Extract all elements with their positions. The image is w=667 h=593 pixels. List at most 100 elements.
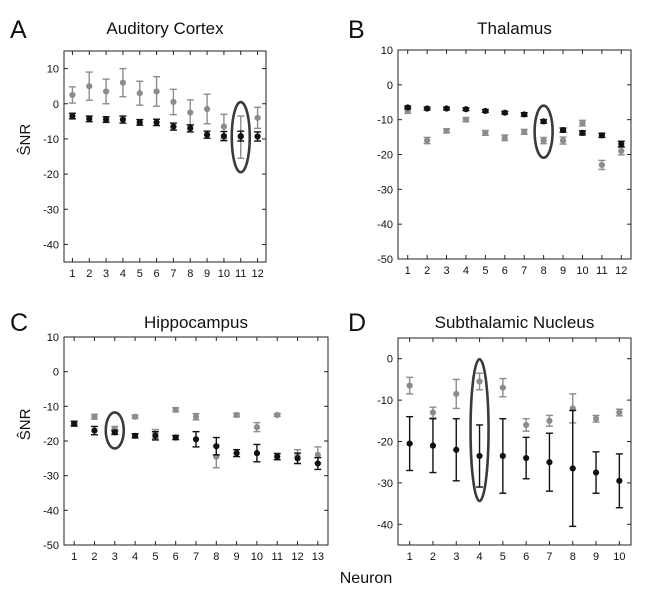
data-point — [598, 161, 605, 169]
x-tick-label: 1 — [71, 551, 77, 563]
data-point — [172, 406, 179, 413]
y-tick-label: -40 — [43, 239, 59, 251]
panel-d: D Subthalamic Nucleus 0 -10 -20 -30 -40 1 2 3 4 5 6 7… — [348, 309, 632, 563]
data-point — [253, 424, 261, 431]
data-point — [102, 88, 110, 95]
data-point — [253, 450, 261, 457]
x-tick-label: 5 — [482, 265, 488, 277]
data-point — [102, 116, 110, 123]
data-point — [540, 137, 547, 144]
data-point — [443, 105, 450, 112]
data-point — [69, 91, 76, 99]
y-axis-label: ŜNR — [17, 124, 34, 156]
panel-title: Thalamus — [477, 19, 552, 38]
data-point — [153, 119, 160, 126]
data-point — [499, 384, 506, 391]
data-point — [119, 79, 127, 86]
data-point — [119, 116, 127, 123]
data-point — [482, 107, 489, 115]
series-dark — [68, 112, 262, 142]
x-tick-label: 4 — [476, 551, 482, 563]
data-point — [213, 443, 220, 450]
data-point — [237, 133, 244, 140]
data-point — [462, 106, 470, 113]
x-tick-label: 7 — [521, 265, 527, 277]
data-point — [404, 104, 411, 111]
x-tick-label: 5 — [500, 551, 506, 563]
highlight-ellipse — [469, 357, 490, 503]
data-point — [546, 459, 553, 466]
y-tick-label: -20 — [377, 150, 393, 162]
data-point — [453, 390, 460, 397]
y-tick-label: 10 — [47, 64, 59, 76]
x-tick-label: 11 — [272, 551, 283, 563]
data-point — [618, 140, 625, 148]
x-tick-label: 4 — [463, 265, 469, 277]
x-tick-label: 1 — [407, 551, 413, 563]
panel-letter: C — [10, 309, 28, 337]
x-tick-label: 5 — [152, 551, 158, 563]
data-point — [501, 134, 508, 141]
y-tick-label: -50 — [43, 540, 59, 552]
x-tick-label: 3 — [112, 551, 118, 563]
data-point — [131, 432, 139, 439]
data-point — [616, 409, 623, 416]
y-tick-label: 10 — [381, 45, 393, 57]
panel-letter: D — [348, 309, 366, 337]
panel-title: Hippocampus — [144, 313, 248, 332]
data-point — [482, 129, 489, 137]
x-tick-label: 9 — [560, 265, 566, 277]
data-point — [203, 105, 211, 113]
series-light — [406, 372, 623, 432]
y-tick-label: -10 — [377, 115, 393, 127]
data-point — [618, 147, 625, 155]
data-point — [91, 427, 98, 434]
y-tick-label: 0 — [53, 367, 59, 379]
x-tick-label: 7 — [546, 551, 552, 563]
data-point — [598, 132, 605, 139]
x-tick-label: 1 — [69, 268, 75, 280]
data-point — [499, 452, 506, 460]
y-axis-label: ŜNR — [17, 408, 34, 440]
data-point — [254, 114, 261, 121]
x-tick-label: 2 — [430, 551, 436, 563]
highlight-ellipse — [533, 104, 554, 160]
plot-frame — [397, 49, 632, 260]
x-tick-label: 6 — [502, 265, 508, 277]
x-tick-label: 10 — [218, 268, 230, 280]
y-tick-label: -10 — [377, 395, 393, 407]
data-point — [220, 133, 228, 140]
series-light — [68, 67, 262, 159]
plot-frame — [63, 50, 267, 263]
y-tick-label: -30 — [43, 204, 59, 216]
x-tick-label: 6 — [523, 551, 529, 563]
data-point — [521, 111, 528, 118]
data-point — [540, 118, 547, 125]
x-tick-label: 4 — [120, 268, 126, 280]
x-tick-label: 2 — [86, 268, 92, 280]
x-tick-label: 6 — [154, 268, 160, 280]
data-point — [406, 382, 413, 389]
figure-xlabel: Neuron — [340, 570, 392, 587]
series-dark — [404, 104, 625, 148]
data-point — [616, 477, 623, 484]
x-tick-label: 10 — [576, 265, 588, 277]
x-tick-label: 3 — [443, 265, 449, 277]
data-point — [569, 465, 576, 472]
x-tick-label: 13 — [312, 551, 324, 563]
x-tick-label: 9 — [593, 551, 599, 563]
series-dark — [70, 420, 322, 471]
data-point — [501, 109, 508, 116]
y-tick-label: 0 — [53, 99, 59, 111]
x-tick-label: 10 — [251, 551, 263, 563]
data-point — [274, 411, 281, 419]
x-tick-label: 1 — [405, 265, 411, 277]
x-tick-label: 11 — [596, 265, 607, 277]
data-point — [153, 88, 160, 95]
data-point — [424, 137, 431, 144]
data-point — [579, 129, 586, 137]
